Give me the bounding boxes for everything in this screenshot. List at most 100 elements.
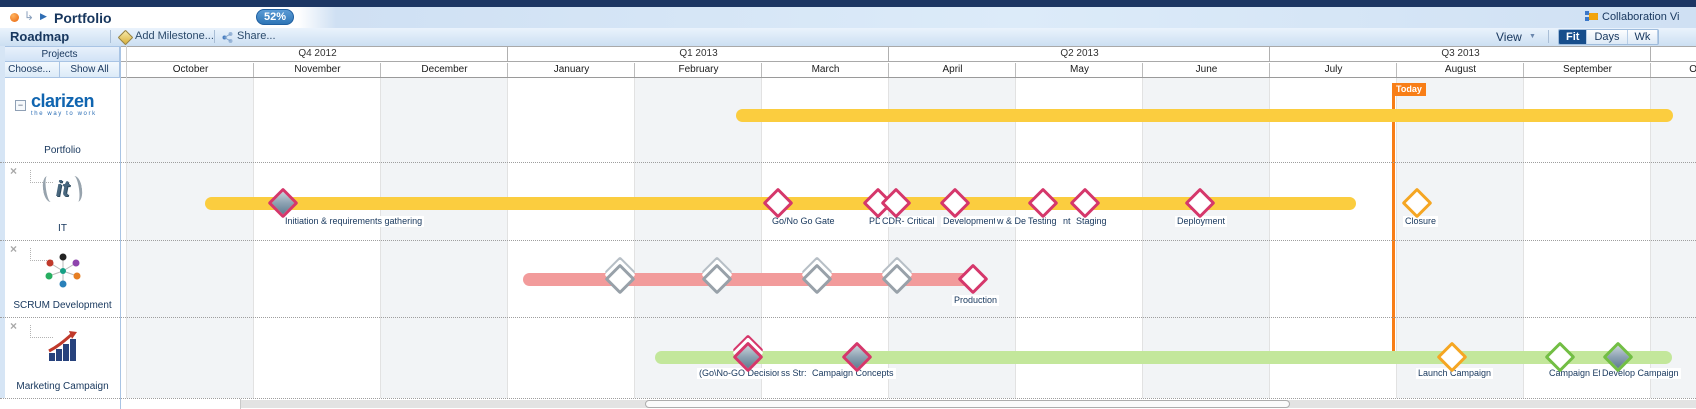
milestone-label: Production xyxy=(952,295,1000,306)
collaboration-link[interactable]: Collaboration Vi xyxy=(1585,11,1679,23)
horizontal-scrollbar-thumb[interactable] xyxy=(645,400,1290,408)
project-cell-marketing[interactable]: × Marketing Campaign xyxy=(5,317,120,398)
grid-line xyxy=(1396,78,1397,398)
toolbar: Roadmap Add Milestone... Share... View ▼… xyxy=(0,28,1696,47)
page-title: Portfolio xyxy=(54,10,112,26)
month-header-cell: April xyxy=(888,63,1016,77)
sidebar-divider xyxy=(120,46,121,409)
milestone-diamond[interactable] xyxy=(267,187,299,219)
close-icon[interactable]: × xyxy=(10,319,18,333)
milestone-label: Testing xyxy=(1026,216,1059,227)
project-cell-portfolio[interactable]: − clarizen the way to work Portfolio xyxy=(5,78,120,162)
quarter-header-cell: Q3 2013 xyxy=(1269,47,1651,61)
milestone-label: ss Str: xyxy=(779,368,809,379)
grid-line xyxy=(1142,78,1143,398)
row-separator xyxy=(0,398,1696,399)
grid-line xyxy=(1523,78,1524,398)
month-header-cell: September xyxy=(1523,63,1651,77)
quarter-header-cell xyxy=(1650,47,1696,61)
milestone-diamond[interactable] xyxy=(801,263,833,295)
project-cell-it[interactable]: × it IT xyxy=(5,162,120,240)
month-header-cell: July xyxy=(1269,63,1397,77)
month-stripe xyxy=(380,78,507,398)
zoom-days-button[interactable]: Days xyxy=(1587,30,1628,44)
milestone-diamond[interactable] xyxy=(1027,187,1059,219)
milestone-label: Development xyxy=(941,216,999,227)
month-header-cell: October xyxy=(1650,63,1696,77)
scrum-team-icon xyxy=(45,253,80,288)
expand-play-icon[interactable]: ▶ xyxy=(40,11,47,21)
grid-line xyxy=(634,78,635,398)
milestone-diamond-icon xyxy=(117,29,134,46)
month-stripe xyxy=(634,78,761,398)
month-header-cell: December xyxy=(380,63,508,77)
tree-connector xyxy=(30,170,53,183)
milestone-diamond[interactable] xyxy=(1069,187,1101,219)
row-separator xyxy=(0,317,1696,318)
quarter-header-cell: Q1 2013 xyxy=(507,47,889,61)
chevron-down-icon[interactable]: ▼ xyxy=(1529,33,1536,40)
milestone-label: Deployment xyxy=(1175,216,1228,227)
quarter-header-cell: Q2 2013 xyxy=(888,47,1270,61)
project-label: Portfolio xyxy=(44,145,81,156)
row-separator xyxy=(0,162,1696,163)
toolbar-separator xyxy=(214,30,215,43)
choose-button[interactable]: Choose... xyxy=(0,62,60,78)
zoom-fit-button[interactable]: Fit xyxy=(1559,30,1588,44)
collapse-toggle-icon[interactable]: − xyxy=(15,100,26,111)
project-cell-scrum[interactable]: × SCRUM Development xyxy=(5,240,120,317)
close-icon[interactable]: × xyxy=(10,164,18,178)
grid-line xyxy=(507,78,508,398)
tree-connector xyxy=(30,325,53,338)
logo-swoosh xyxy=(68,175,84,203)
milestone-label: Launch Campaign xyxy=(1416,368,1494,379)
share-button[interactable]: Share... xyxy=(237,30,276,42)
title-bar: ↳ ▶ Portfolio 52% Collaboration Vi xyxy=(0,7,1696,28)
gantt-bar[interactable] xyxy=(736,109,1673,122)
it-logo: it xyxy=(5,175,120,203)
project-label: Marketing Campaign xyxy=(16,381,109,392)
left-edge-strip xyxy=(0,46,5,409)
milestone-label: (Go\No-GO Decision xyxy=(697,368,785,379)
milestone-label: w & De xyxy=(995,216,1029,227)
milestone-diamond[interactable] xyxy=(762,187,794,219)
grid-line xyxy=(126,78,127,398)
projects-panel-header: Projects xyxy=(0,46,120,62)
today-line xyxy=(1392,83,1395,359)
share-icon xyxy=(222,32,233,43)
month-header-cell: February xyxy=(634,63,762,77)
month-header-row xyxy=(0,62,1696,78)
nav-back-icon[interactable]: ↳ xyxy=(24,9,35,23)
close-icon[interactable]: × xyxy=(10,242,18,256)
view-dropdown[interactable]: View xyxy=(1496,30,1522,44)
milestone-label: CDR- Critical xyxy=(880,216,937,227)
add-milestone-button[interactable]: Add Milestone... xyxy=(135,30,214,42)
logo-swoosh xyxy=(41,175,57,203)
month-header-cell: October xyxy=(126,63,254,77)
gantt-bar[interactable] xyxy=(523,273,982,286)
milestone-label: Develop Campaign xyxy=(1600,368,1681,379)
grid-line xyxy=(380,78,381,398)
month-stripe xyxy=(126,78,253,398)
tab-roadmap[interactable]: Roadmap xyxy=(10,29,70,44)
milestone-label: Closure xyxy=(1403,216,1439,227)
progress-badge: 52% xyxy=(256,9,294,25)
gantt-bar[interactable] xyxy=(655,351,1672,364)
month-stripe xyxy=(888,78,1015,398)
grid-line xyxy=(888,78,889,398)
month-header-cell: August xyxy=(1396,63,1524,77)
tree-connector xyxy=(30,248,53,261)
month-header-cell: March xyxy=(761,63,889,77)
grid-line xyxy=(761,78,762,398)
zoom-wk-button[interactable]: Wk xyxy=(1627,30,1659,44)
milestone-label: PD xyxy=(867,216,884,227)
row-separator xyxy=(0,240,1696,241)
milestone-label: Staging xyxy=(1074,216,1109,227)
milestone-label: Go/No Go Gate xyxy=(770,216,837,227)
show-all-button[interactable]: Show All xyxy=(60,62,120,78)
quarter-header-row xyxy=(0,46,1696,62)
window-top-strip xyxy=(0,0,1696,7)
milestone-diamond[interactable] xyxy=(604,263,636,295)
clarizen-logo: clarizen the way to work xyxy=(31,91,97,117)
toolbar-separator xyxy=(1548,30,1549,43)
